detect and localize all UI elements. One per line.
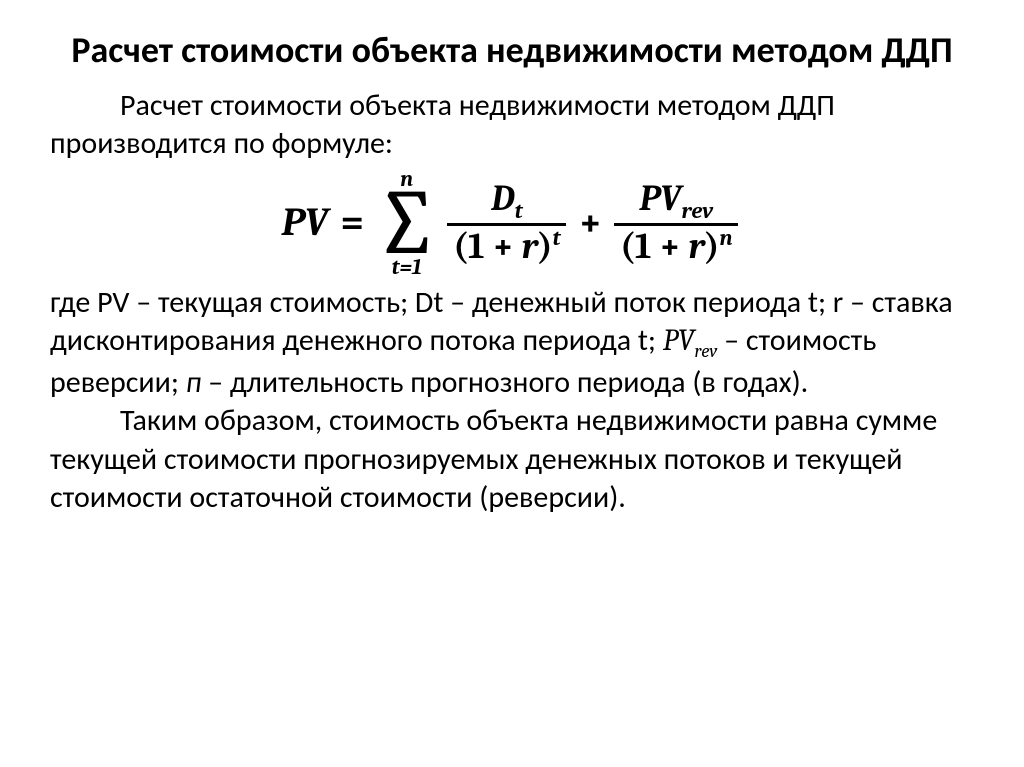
inline-pv-rev: PVrev: [663, 323, 718, 358]
frac1-paren-close: ): [538, 226, 553, 267]
frac1-one: 1: [468, 226, 485, 267]
frac2-plus: +: [659, 226, 680, 267]
inline-pv: PV: [663, 323, 695, 358]
frac1-numerator: Dt: [485, 179, 528, 224]
slide: Расчет стоимости объекта недвижимости ме…: [0, 0, 1024, 767]
frac2-paren-open: (: [620, 226, 635, 267]
fraction-1: Dt (1 + r)t: [447, 179, 566, 267]
summation: n ∑ t=1: [374, 168, 439, 278]
frac2-denominator: (1 + r)n: [614, 226, 738, 267]
formula-lhs: PV: [282, 197, 329, 248]
formula-plus: +: [578, 197, 602, 248]
definitions-n: п: [186, 364, 202, 401]
sum-lower: t=1: [392, 256, 422, 278]
definitions-paragraph: где PV – текущая стоимость; Dt – денежны…: [50, 284, 974, 403]
frac2-num-sub: rev: [682, 198, 714, 224]
frac2-r: r: [688, 226, 704, 267]
conclusion-paragraph: Таким образом, стоимость объекта недвижи…: [50, 402, 974, 517]
frac2-numerator: PVrev: [633, 179, 719, 224]
slide-title: Расчет стоимости объекта недвижимости ме…: [50, 28, 974, 73]
definitions-tail: – длительность прогнозного периода (в го…: [201, 364, 808, 401]
frac2-one: 1: [635, 226, 652, 267]
frac1-paren-open: (: [453, 226, 468, 267]
frac1-exp: t: [553, 225, 561, 251]
frac1-denominator: (1 + r)t: [447, 226, 566, 267]
inline-rev: rev: [694, 340, 717, 362]
sigma-icon: ∑: [374, 188, 439, 260]
frac1-num-sub: t: [515, 198, 523, 224]
body: Расчет стоимости объекта недвижимости ме…: [50, 87, 974, 517]
frac1-plus: +: [492, 226, 513, 267]
formula-equals: =: [340, 197, 364, 248]
frac1-r: r: [522, 226, 538, 267]
intro-paragraph: Расчет стоимости объекта недвижимости ме…: [50, 87, 974, 164]
frac1-num-var: D: [491, 178, 515, 219]
frac2-paren-close: ): [705, 226, 720, 267]
fraction-2: PVrev (1 + r)n: [614, 179, 738, 267]
frac2-num-var: PV: [639, 178, 681, 219]
frac2-exp: n: [719, 225, 732, 251]
formula: PV = n ∑ t=1 Dt (1 + r)t + PVrev: [50, 168, 974, 278]
